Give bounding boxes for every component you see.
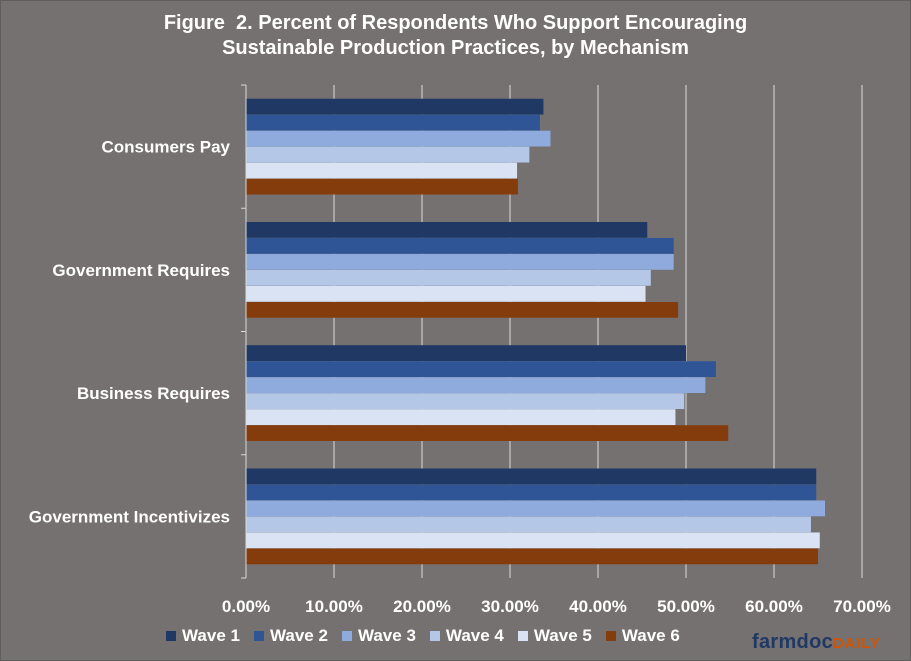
bar-government-requires-wave-3 [246,253,674,270]
bar-business-requires-wave-1 [246,345,686,362]
legend-swatch [517,631,528,641]
legend-swatch [429,631,440,641]
chart-title-text: Figure 2. Percent of Respondents Who Sup… [163,12,748,59]
bar-government-incentivizes-wave-5 [246,532,820,549]
legend-item-wave-4: Wave 4 [429,626,504,646]
legend-swatch [605,631,616,641]
bar-consumers-pay-wave-6 [246,178,518,195]
category-label: Government Requires [52,261,230,280]
legend-label: Wave 6 [621,626,680,645]
x-tick-label: 70.00% [833,597,891,616]
x-tick-label: 20.00% [393,597,451,616]
legend-item-wave-6: Wave 6 [605,626,680,646]
x-tick-label: 30.00% [481,597,539,616]
legend-item-wave-3: Wave 3 [341,626,416,646]
bar-consumers-pay-wave-1 [246,98,544,115]
legend-item-wave-1: Wave 1 [166,626,240,646]
bar-consumers-pay-wave-5 [246,162,518,179]
legend-label: Wave 3 [357,626,416,645]
bar-business-requires-wave-4 [246,393,685,410]
bar-business-requires-wave-3 [246,377,706,394]
category-label: Consumers Pay [102,138,231,157]
x-tick-label: 60.00% [745,597,803,616]
bar-business-requires-wave-6 [246,425,729,442]
chart-legend: Wave 1 Wave 2 Wave 3 Wave 4 Wave 5 Wave 6 [166,626,694,646]
x-tick-label: 40.00% [569,597,627,616]
category-label: Business Requires [77,384,230,403]
bar-government-incentivizes-wave-4 [246,516,811,533]
bar-consumers-pay-wave-4 [246,146,530,163]
legend-item-wave-2: Wave 2 [253,626,328,646]
brand-logo-part2: DAILY [833,635,881,652]
bar-business-requires-wave-5 [246,409,676,426]
legend-swatch [166,631,176,641]
legend-swatch [341,631,352,641]
bar-government-incentivizes-wave-2 [246,484,817,501]
legend-swatch [253,631,264,641]
brand-logo: farmdocDAILY [752,631,881,654]
bar-government-requires-wave-4 [246,269,651,286]
bar-government-incentivizes-wave-1 [246,468,817,485]
bar-government-requires-wave-1 [246,221,648,238]
brand-logo-part1: farmdoc [752,631,834,653]
legend-label: Wave 5 [533,626,592,645]
bar-government-requires-wave-6 [246,301,679,318]
bar-government-incentivizes-wave-3 [246,500,826,517]
x-tick-label: 0.00% [222,597,270,616]
bar-business-requires-wave-2 [246,361,716,378]
bar-consumers-pay-wave-3 [246,130,551,147]
legend-label: Wave 4 [445,626,504,645]
bar-government-incentivizes-wave-6 [246,548,818,565]
category-label: Government Incentivizes [29,507,230,526]
bar-government-requires-wave-2 [246,237,674,254]
bar-government-requires-wave-5 [246,285,646,302]
legend-item-wave-5: Wave 5 [517,626,592,646]
x-tick-label: 50.00% [657,597,715,616]
chart-title: Figure 2. Percent of Respondents Who Sup… [0,11,911,61]
x-tick-label: 10.00% [305,597,363,616]
legend-label: Wave 2 [269,626,328,645]
legend-label: Wave 1 [182,626,240,645]
bar-consumers-pay-wave-2 [246,114,540,131]
